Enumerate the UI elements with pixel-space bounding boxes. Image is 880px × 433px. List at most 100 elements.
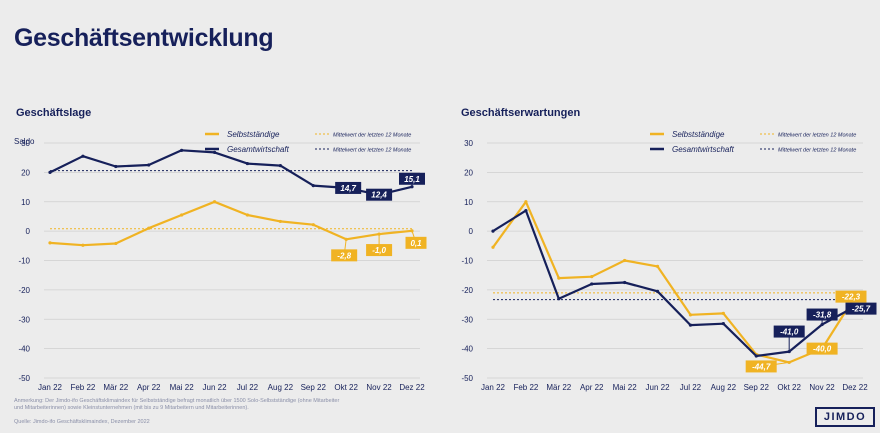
- jimdo-logo: JIMDO: [815, 407, 875, 427]
- x-tick-label: Jun 22: [203, 383, 228, 392]
- data-point: [557, 276, 561, 280]
- data-label-box: [335, 181, 362, 194]
- y-tick-label: 0: [26, 227, 31, 236]
- data-point: [48, 241, 52, 245]
- x-tick-label: Mai 22: [613, 383, 638, 392]
- data-point: [114, 164, 118, 169]
- data-point: [410, 229, 414, 233]
- data-point: [147, 163, 151, 167]
- x-tick-label: Sep 22: [744, 383, 770, 392]
- data-point: [278, 219, 282, 224]
- data-point: [212, 200, 217, 204]
- y-axis-label: Saldo: [14, 137, 35, 146]
- data-label: -1,0: [372, 246, 386, 255]
- y-tick-label: 20: [21, 168, 30, 177]
- legend-label: Gesamtwirtschaft: [227, 145, 290, 154]
- data-point: [491, 245, 495, 249]
- y-tick-label: 10: [464, 198, 473, 207]
- data-label: -31,8: [813, 311, 832, 320]
- data-label-box: [845, 302, 877, 315]
- data-point: [655, 289, 660, 293]
- data-label-box: [366, 188, 393, 201]
- data-point: [590, 275, 594, 279]
- data-point: [180, 213, 184, 217]
- data-point: [180, 148, 184, 152]
- chart-geschaeftserwartungen: Geschäftserwartungen 30 20 10 0 -10 -20 -30 -40 -…: [445, 96, 877, 396]
- x-tick-label: Jul 22: [237, 383, 259, 392]
- x-tick-label: Jan 22: [481, 383, 506, 392]
- x-tick-label: Aug 22: [268, 383, 294, 392]
- legend-mean-label: Mittelwert der letzten 12 Monate: [333, 148, 411, 154]
- data-label-box: [366, 244, 393, 257]
- data-label: 15,1: [404, 175, 420, 184]
- x-tick-label: Jul 22: [680, 383, 702, 392]
- y-tick-label: 30: [464, 139, 473, 148]
- data-point: [311, 183, 315, 188]
- y-tick-label: -50: [18, 374, 30, 383]
- y-tick-label: 30: [21, 139, 30, 148]
- y-tick-label: 20: [464, 168, 473, 177]
- y-tick-label: -30: [18, 315, 30, 324]
- data-point: [655, 264, 660, 268]
- data-point: [721, 311, 725, 315]
- data-point: [590, 282, 594, 286]
- x-tick-label: Apr 22: [137, 383, 161, 392]
- data-point: [278, 164, 282, 168]
- data-label-box: [806, 308, 838, 321]
- x-tick-label: Mär 22: [103, 383, 128, 392]
- x-tick-label: Feb 22: [513, 383, 538, 392]
- chart-geschaeftserwartungen-svg: Geschäftserwartungen 30 20 10 0 -10 -20 -30 -40 -…: [461, 107, 877, 392]
- source-note: Quelle: Jimdo-ifo Geschäftsklimaindex, D…: [14, 419, 150, 425]
- x-tick-label: Mär 22: [546, 383, 571, 392]
- data-point: [491, 229, 495, 233]
- data-point: [147, 226, 151, 230]
- data-point: [557, 297, 561, 301]
- data-label: -44,7: [752, 362, 771, 371]
- legend-label: Gesamtwirtschaft: [672, 145, 735, 154]
- data-label: -2,8: [337, 251, 351, 260]
- data-label: -40,0: [813, 345, 832, 354]
- data-point: [688, 313, 693, 317]
- data-label: -22,3: [842, 293, 861, 302]
- y-tick-label: -20: [18, 286, 30, 295]
- x-tick-label: Okt 22: [334, 383, 358, 392]
- y-tick-label: -30: [461, 315, 473, 324]
- data-point: [623, 280, 627, 285]
- data-label: 0,1: [410, 239, 422, 248]
- x-tick-label: Aug 22: [711, 383, 737, 392]
- data-label-box: [773, 325, 805, 338]
- legend-label: Selbstständige: [227, 130, 280, 139]
- data-point: [524, 208, 528, 213]
- data-label-box: [745, 360, 777, 373]
- page-title: Geschäftsentwicklung: [14, 24, 274, 52]
- data-point: [688, 323, 693, 327]
- y-tick-label: -50: [461, 374, 473, 383]
- x-tick-label: Dez 22: [399, 383, 425, 392]
- x-tick-label: Sep 22: [301, 383, 327, 392]
- legend-mean-label: Mittelwert der letzten 12 Monate: [333, 133, 411, 139]
- data-label-box: [405, 236, 427, 249]
- x-tick-label: Okt 22: [777, 383, 801, 392]
- x-tick-label: Dez 22: [842, 383, 868, 392]
- data-point: [48, 170, 52, 174]
- x-tick-label: Nov 22: [809, 383, 835, 392]
- data-label-box: [399, 172, 425, 185]
- y-tick-label: -40: [461, 345, 473, 354]
- data-point: [754, 354, 758, 358]
- data-point: [245, 161, 250, 166]
- y-tick-label: -10: [461, 257, 473, 266]
- data-label: 14,7: [340, 184, 356, 193]
- legend-mean-label: Mittelwert der letzten 12 Monate: [778, 148, 856, 154]
- x-tick-label: Jan 22: [38, 383, 63, 392]
- legend-mean-label: Mittelwert der letzten 12 Monate: [778, 133, 856, 139]
- data-point: [311, 223, 315, 227]
- data-point: [212, 150, 217, 154]
- x-tick-label: Feb 22: [70, 383, 95, 392]
- data-point: [524, 200, 528, 204]
- data-point: [114, 241, 118, 246]
- chart-title: Geschäftslage: [16, 107, 91, 119]
- x-tick-label: Nov 22: [366, 383, 392, 392]
- y-tick-label: -10: [18, 257, 30, 266]
- y-tick-label: -40: [18, 345, 30, 354]
